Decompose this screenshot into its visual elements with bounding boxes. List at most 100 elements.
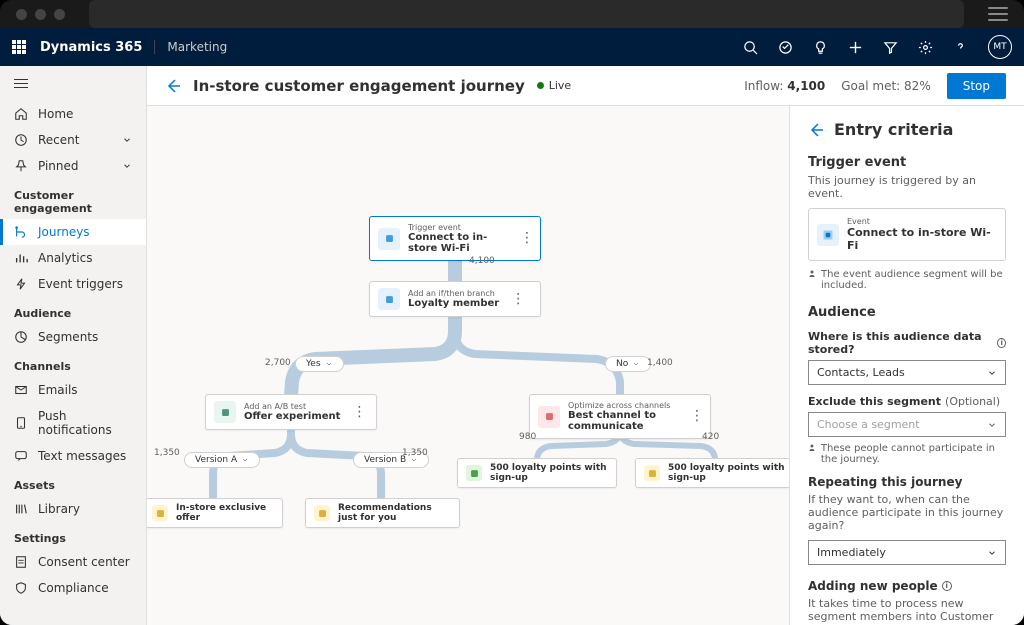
- node-label: Optimize across channels: [568, 401, 678, 410]
- flow-node-abtest[interactable]: Add an A/B testOffer experiment⋮: [205, 394, 377, 430]
- sidebar-item-label: Journeys: [38, 225, 90, 239]
- repeat-sub: If they want to, when can the audience p…: [808, 493, 1006, 532]
- sidebar-item-library[interactable]: Library: [0, 496, 146, 522]
- branch-pill-no[interactable]: No: [605, 356, 651, 372]
- journey-canvas[interactable]: Trigger eventConnect to in-store Wi-Fi⋮ …: [147, 106, 789, 625]
- flow-count: 1,350: [402, 448, 428, 458]
- panel-back-icon[interactable]: [808, 122, 824, 138]
- maximize-dot[interactable]: [54, 9, 65, 20]
- flow-node-optimize[interactable]: Optimize across channelsBest channel to …: [529, 394, 711, 439]
- branch-pill-yes[interactable]: Yes: [295, 356, 344, 372]
- node-more-icon[interactable]: ⋮: [690, 414, 702, 418]
- consent-icon: [14, 555, 28, 569]
- flow-connectors: [147, 106, 789, 625]
- search-icon[interactable]: [743, 40, 758, 55]
- node-more-icon[interactable]: ⋮: [511, 297, 523, 301]
- sidebar-item-recent[interactable]: Recent: [0, 127, 146, 153]
- sidebar-item-consent-center[interactable]: Consent center: [0, 549, 146, 575]
- sidebar-item-home[interactable]: Home: [0, 101, 146, 127]
- back-icon[interactable]: [165, 78, 181, 94]
- flow-node-offer1[interactable]: In-store exclusive offer: [147, 498, 283, 528]
- branch-pill-va[interactable]: Version A: [184, 452, 260, 468]
- sidebar-item-label: Compliance: [38, 581, 109, 595]
- sidebar-item-pinned[interactable]: Pinned: [0, 153, 146, 179]
- chevron-down-icon: [987, 368, 997, 378]
- sms-icon: [14, 449, 28, 463]
- sidebar-item-label: Push notifications: [38, 409, 132, 437]
- trigger-section-sub: This journey is triggered by an event.: [808, 174, 1006, 200]
- repeat-head: Repeating this journey: [808, 475, 1006, 489]
- stored-label: Where is this audience data stored?i: [808, 330, 1006, 356]
- help-icon[interactable]: i: [997, 338, 1006, 348]
- stored-select[interactable]: Contacts, Leads: [808, 360, 1006, 385]
- sidebar-section-title: Customer engagement: [0, 179, 146, 219]
- browser-menu-icon[interactable]: [988, 7, 1008, 21]
- help-icon[interactable]: [953, 40, 968, 55]
- sidebar-item-analytics[interactable]: Analytics: [0, 245, 146, 271]
- exclude-select[interactable]: Choose a segment: [808, 412, 1006, 437]
- window-controls: [16, 9, 65, 20]
- inflow-stat: Inflow: 4,100: [744, 79, 825, 93]
- node-title: Connect to in-store Wi-Fi: [408, 232, 508, 254]
- node-title: Offer experiment: [244, 411, 340, 422]
- node-icon: [214, 401, 236, 423]
- clock-icon: [14, 133, 28, 147]
- trigger-icon: [14, 277, 28, 291]
- adding-head: Adding new peoplei: [808, 579, 1006, 593]
- chevron-down-icon: [987, 420, 997, 430]
- sidebar-section-title: Settings: [0, 522, 146, 549]
- flow-count: 4,100: [469, 256, 495, 266]
- flow-node-trigger[interactable]: Trigger eventConnect to in-store Wi-Fi ⋮: [369, 216, 541, 261]
- flow-count: 1,400: [647, 358, 673, 368]
- push-icon: [14, 416, 28, 430]
- url-bar[interactable]: [89, 0, 964, 28]
- node-more-icon[interactable]: ⋮: [520, 236, 532, 240]
- node-label: Trigger event: [408, 223, 508, 232]
- sidebar-section-title: Assets: [0, 469, 146, 496]
- sidebar-item-journeys[interactable]: Journeys: [0, 219, 146, 245]
- node-title: Recommendations just for you: [338, 503, 451, 523]
- sidebar-item-compliance[interactable]: Compliance: [0, 575, 146, 601]
- user-avatar[interactable]: MT: [988, 35, 1012, 59]
- filter-icon[interactable]: [883, 40, 898, 55]
- flow-count: 2,700: [265, 358, 291, 368]
- stop-button[interactable]: Stop: [947, 73, 1006, 99]
- audience-section-head: Audience: [808, 305, 1006, 320]
- goal-stat: Goal met: 82%: [841, 79, 930, 93]
- repeat-select[interactable]: Immediately: [808, 540, 1006, 565]
- sidebar-item-text-messages[interactable]: Text messages: [0, 443, 146, 469]
- sidebar-section-title: Audience: [0, 297, 146, 324]
- app-launcher-icon[interactable]: [12, 40, 26, 54]
- event-card-label: Event: [847, 217, 997, 226]
- flow-node-loyalty2[interactable]: 500 loyalty points with sign-up: [635, 458, 789, 488]
- sidebar-item-segments[interactable]: Segments: [0, 324, 146, 350]
- lightbulb-icon[interactable]: [813, 40, 828, 55]
- panel-title: Entry criteria: [834, 120, 953, 139]
- flow-node-offer2[interactable]: Recommendations just for you: [305, 498, 460, 528]
- sidebar: HomeRecentPinnedCustomer engagement Journ…: [0, 66, 147, 625]
- trigger-section-head: Trigger event: [808, 155, 1006, 170]
- help-icon[interactable]: i: [942, 581, 952, 591]
- sidebar-item-push-notifications[interactable]: Push notifications: [0, 403, 146, 443]
- gear-icon[interactable]: [918, 40, 933, 55]
- plus-icon[interactable]: [848, 40, 863, 55]
- page-header: In-store customer engagement journey Liv…: [147, 66, 1024, 106]
- event-card[interactable]: Event Connect to in-store Wi-Fi: [808, 208, 1006, 261]
- flow-count: 980: [519, 432, 536, 442]
- node-icon: [644, 465, 660, 481]
- flow-node-branch[interactable]: Add an if/then branchLoyalty member⋮: [369, 281, 541, 317]
- page-title: In-store customer engagement journey: [193, 77, 525, 95]
- target-icon[interactable]: [778, 40, 793, 55]
- sidebar-item-event-triggers[interactable]: Event triggers: [0, 271, 146, 297]
- node-icon: [152, 505, 168, 521]
- flow-node-loyalty1[interactable]: 500 loyalty points with sign-up: [457, 458, 617, 488]
- node-more-icon[interactable]: ⋮: [352, 410, 364, 414]
- adding-sub: It takes time to process new segment mem…: [808, 597, 1006, 625]
- sidebar-item-label: Analytics: [38, 251, 93, 265]
- node-title: Loyalty member: [408, 298, 499, 309]
- sidebar-toggle-icon[interactable]: [0, 66, 146, 101]
- sidebar-item-emails[interactable]: Emails: [0, 377, 146, 403]
- close-dot[interactable]: [16, 9, 27, 20]
- properties-panel: Entry criteria Trigger event This journe…: [789, 106, 1024, 625]
- minimize-dot[interactable]: [35, 9, 46, 20]
